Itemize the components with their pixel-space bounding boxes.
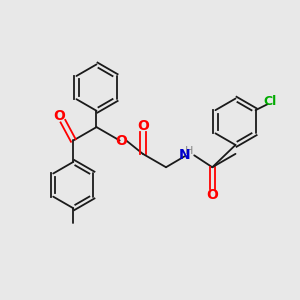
- Text: Cl: Cl: [264, 95, 277, 108]
- Text: O: O: [206, 188, 218, 202]
- Text: O: O: [53, 109, 65, 123]
- Text: H: H: [185, 146, 194, 157]
- Text: O: O: [137, 119, 149, 133]
- Text: N: N: [178, 148, 190, 162]
- Text: O: O: [115, 134, 127, 148]
